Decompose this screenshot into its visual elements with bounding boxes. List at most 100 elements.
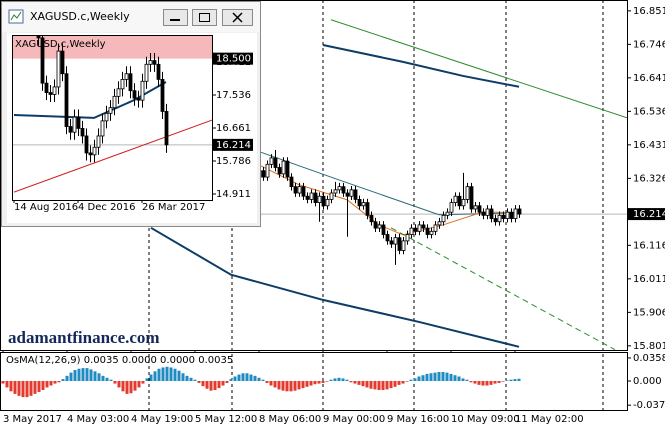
osma-bar	[33, 381, 37, 394]
y-tick-label: 16.851	[633, 6, 665, 17]
candle-body	[341, 186, 346, 194]
current-price-label: 16.214	[216, 140, 251, 151]
candle-body	[40, 37, 45, 84]
candle-body	[48, 92, 53, 95]
osma-bar	[9, 381, 13, 392]
candle-body	[373, 221, 378, 229]
x-tick-label: 9 May 16:00	[387, 414, 449, 425]
candle-body	[325, 199, 330, 207]
osma-bar	[217, 381, 221, 389]
candle-body	[517, 208, 522, 215]
indicator-title: OsMA(12,26,9) 0.0035 0.0000 0.0000 0.003…	[6, 355, 233, 366]
osma-bar	[365, 381, 369, 388]
osma-bar	[29, 381, 33, 396]
osma-bar	[349, 381, 353, 383]
candle-body	[441, 214, 446, 223]
candle-body	[389, 240, 394, 245]
inset-frame	[12, 35, 213, 201]
osma-bar	[465, 379, 469, 381]
osma-bar	[53, 381, 57, 384]
osma-bar	[441, 371, 445, 381]
osma-bar	[333, 378, 337, 381]
osma-bar	[145, 378, 149, 381]
candle-body	[369, 214, 374, 223]
candle-body	[100, 120, 105, 137]
y-tick-label: 15.801	[633, 341, 665, 352]
osma-bar	[137, 381, 141, 388]
osma-bar	[253, 375, 257, 381]
osma-bar	[105, 377, 109, 381]
candle-body	[493, 218, 498, 223]
osma-bar	[461, 378, 465, 381]
x-tick-label: 4 May 19:00	[131, 414, 193, 425]
candle-body	[385, 234, 390, 242]
candle-body	[461, 199, 466, 207]
osma-bar	[61, 379, 65, 381]
osma-bar	[69, 372, 73, 381]
osma-bar	[257, 377, 261, 381]
osma-bar	[489, 381, 493, 385]
osma-bar	[477, 381, 481, 385]
osma-bar	[385, 381, 389, 390]
candle-body	[297, 186, 302, 194]
candle-body	[377, 224, 382, 229]
candle-body	[84, 135, 89, 154]
restore-button[interactable]	[192, 9, 217, 26]
osma-bar	[389, 381, 393, 389]
candle-body	[365, 202, 370, 216]
candle-body	[156, 63, 161, 80]
osma-bar	[361, 381, 365, 387]
candle-body	[481, 211, 486, 216]
main-frame	[0, 0, 628, 351]
x-tick-label: 10 May 09:00	[451, 414, 520, 425]
osma-bar	[265, 381, 269, 383]
osma-bar	[501, 381, 505, 382]
window-title: XAGUSD.c,Weekly	[30, 10, 130, 23]
osma-bar	[445, 372, 449, 381]
watermark: adamantfinance.com	[8, 328, 160, 347]
osma-bar	[273, 381, 277, 388]
candle-body	[273, 157, 278, 168]
candle-body	[453, 195, 458, 203]
osma-bar	[405, 381, 409, 382]
osma-bar	[329, 379, 333, 381]
osma-bar	[93, 371, 97, 381]
candle-body	[413, 227, 418, 232]
osma-bar	[49, 381, 53, 386]
osma-bar	[241, 373, 245, 381]
osma-bar	[5, 381, 9, 388]
layer	[1, 366, 521, 398]
candle-body	[144, 63, 149, 82]
osma-bar	[409, 379, 413, 381]
layer	[12, 35, 212, 193]
y-tick-label: 16.641	[633, 73, 665, 84]
minimize-button[interactable]	[163, 9, 188, 26]
close-button[interactable]	[222, 9, 253, 26]
candle-body	[353, 189, 358, 200]
y-tick-label: 16.011	[633, 274, 665, 285]
osma-bar	[153, 371, 157, 381]
y-tick-label: 15.906	[633, 307, 665, 318]
osma-bar	[429, 373, 433, 381]
candle-body	[305, 195, 310, 200]
osma-bar	[205, 381, 209, 389]
current-price-label-bg	[628, 208, 665, 221]
osma-bar	[117, 381, 121, 388]
osma-bar	[13, 381, 17, 394]
osma-bar	[201, 381, 205, 387]
osma-bar	[373, 381, 377, 390]
osma-bar	[101, 375, 105, 381]
candle-body	[337, 186, 342, 191]
osma-bar	[45, 381, 49, 388]
osma-bar	[453, 375, 457, 381]
candle-body	[513, 208, 518, 219]
osma-bar	[209, 381, 213, 391]
candle-body	[449, 202, 454, 213]
candle-body	[349, 189, 354, 197]
osma-bar	[381, 381, 385, 391]
y-tick-label: -0.0375	[633, 400, 665, 411]
osma-bar	[481, 381, 485, 386]
candle-body	[124, 73, 129, 80]
osma-bar	[177, 370, 181, 381]
